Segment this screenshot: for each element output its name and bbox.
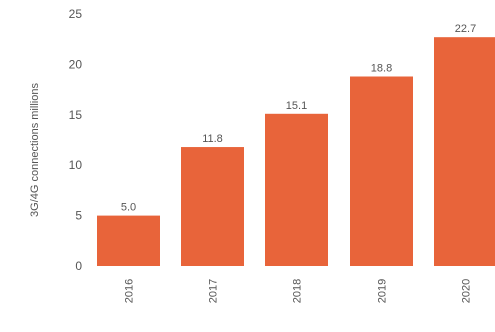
x-tick-label-2018: 2018	[292, 279, 304, 303]
value-labels: 5.0 11.8 15.1 18.8 22.7	[121, 23, 476, 213]
x-tick-label-2019: 2019	[377, 279, 389, 303]
value-label-2018: 15.1	[286, 100, 307, 112]
y-tick-label: 20	[69, 57, 83, 71]
y-axis-title-group: 3G/4G connections millions	[29, 83, 41, 217]
value-label-2019: 18.8	[371, 62, 392, 74]
x-axis-ticks: 2016 2017 2018 2019 2020	[124, 279, 473, 303]
x-tick-label-2017: 2017	[208, 279, 220, 303]
x-tick-label-2016: 2016	[124, 279, 136, 303]
value-label-2017: 11.8	[202, 133, 223, 145]
y-axis-ticks: 0 5 10 15 20 25	[69, 7, 83, 273]
bar-2019	[350, 76, 413, 266]
bar-2017	[181, 147, 244, 266]
bar-2016	[97, 215, 160, 266]
value-label-2016: 5.0	[121, 202, 136, 214]
y-tick-label: 15	[69, 108, 83, 122]
value-label-2020: 22.7	[455, 23, 476, 35]
y-tick-label: 5	[75, 209, 82, 223]
bars	[97, 37, 495, 267]
y-tick-label: 0	[75, 259, 82, 273]
bar-2020	[434, 37, 495, 267]
bar-2018	[265, 113, 328, 267]
y-tick-label: 25	[69, 7, 83, 21]
y-tick-label: 10	[69, 158, 83, 172]
x-tick-label-2020: 2020	[461, 279, 473, 303]
y-axis-title: 3G/4G connections millions	[29, 83, 41, 217]
